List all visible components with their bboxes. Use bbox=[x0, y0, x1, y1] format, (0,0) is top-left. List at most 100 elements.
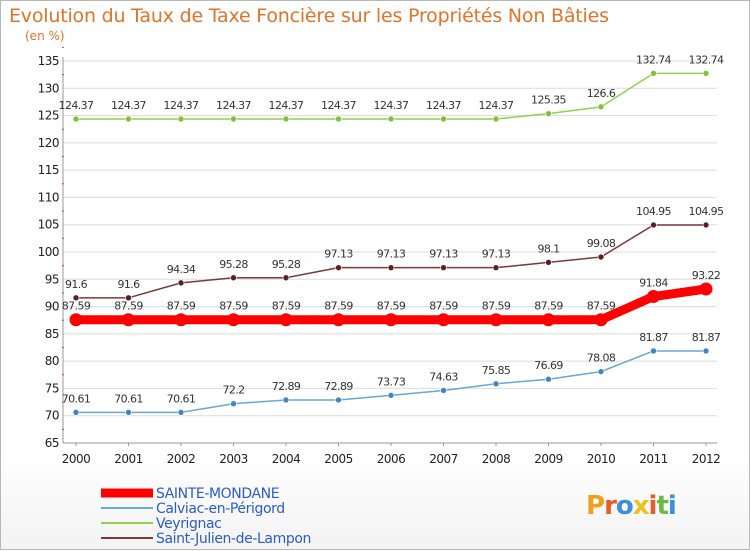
data-point bbox=[647, 290, 660, 304]
data-point bbox=[72, 294, 80, 302]
data-label: 91.6 bbox=[65, 278, 88, 291]
data-label: 132.74 bbox=[636, 53, 671, 66]
data-point bbox=[702, 221, 710, 229]
data-label: 99.08 bbox=[587, 237, 616, 250]
data-point bbox=[279, 313, 293, 327]
legend-label: Veyrignac bbox=[156, 516, 221, 532]
y-tick-label: 95 bbox=[45, 272, 59, 286]
data-point bbox=[492, 264, 500, 271]
proxiti-logo: Proxiti bbox=[586, 491, 677, 521]
data-point bbox=[72, 409, 80, 416]
data-point bbox=[122, 313, 135, 327]
data-point bbox=[597, 253, 605, 261]
data-point bbox=[332, 313, 345, 327]
data-label: 72.89 bbox=[272, 380, 301, 393]
data-point bbox=[650, 221, 657, 229]
data-point bbox=[174, 313, 188, 327]
data-label: 87.59 bbox=[167, 300, 196, 313]
y-tick-label: 65 bbox=[45, 436, 59, 450]
data-point bbox=[440, 387, 447, 394]
data-label: 91.84 bbox=[639, 277, 668, 290]
data-point bbox=[597, 103, 605, 111]
data-point bbox=[125, 294, 132, 302]
data-label: 74.63 bbox=[429, 370, 458, 383]
data-label: 97.13 bbox=[324, 248, 353, 261]
data-point bbox=[440, 115, 447, 123]
data-label: 94.34 bbox=[167, 263, 196, 276]
y-tick-label: 105 bbox=[38, 218, 59, 232]
data-label: 124.37 bbox=[111, 99, 146, 112]
x-tick-label: 2010 bbox=[587, 452, 616, 466]
data-point bbox=[282, 396, 290, 404]
data-label: 81.87 bbox=[692, 331, 721, 344]
data-point bbox=[177, 279, 185, 287]
y-tick-label: 110 bbox=[38, 190, 59, 204]
data-point bbox=[650, 70, 657, 77]
data-label: 87.59 bbox=[324, 300, 353, 313]
data-label: 70.61 bbox=[167, 392, 196, 405]
data-label: 124.37 bbox=[426, 99, 461, 112]
data-label: 87.59 bbox=[534, 300, 563, 313]
data-point bbox=[545, 110, 552, 117]
data-label: 81.87 bbox=[639, 331, 668, 344]
data-label: 75.85 bbox=[482, 364, 511, 377]
data-point bbox=[387, 264, 395, 271]
data-point bbox=[702, 347, 710, 355]
data-point bbox=[227, 313, 240, 327]
data-label: 70.61 bbox=[114, 392, 143, 405]
data-point bbox=[230, 115, 237, 123]
data-point bbox=[335, 264, 342, 271]
data-point bbox=[437, 313, 450, 327]
data-label: 104.95 bbox=[689, 205, 724, 218]
x-tick-label: 2011 bbox=[639, 452, 668, 466]
data-point bbox=[702, 70, 710, 77]
data-point bbox=[125, 115, 132, 123]
data-label: 124.37 bbox=[59, 99, 94, 112]
data-label: 73.73 bbox=[377, 375, 406, 388]
data-point bbox=[72, 115, 80, 123]
data-label: 87.59 bbox=[482, 300, 511, 313]
data-point bbox=[545, 259, 552, 266]
data-point bbox=[69, 313, 83, 327]
y-tick-label: 70 bbox=[45, 409, 59, 423]
data-label: 95.28 bbox=[219, 258, 248, 271]
x-tick-label: 2004 bbox=[272, 452, 301, 466]
data-label: 125.35 bbox=[531, 94, 566, 107]
x-tick-label: 2009 bbox=[534, 452, 563, 466]
y-tick-label: 80 bbox=[45, 354, 59, 368]
data-label: 87.59 bbox=[377, 300, 406, 313]
y-tick-label: 120 bbox=[38, 136, 59, 150]
y-tick-label: 90 bbox=[45, 300, 59, 314]
data-label: 124.37 bbox=[479, 99, 514, 112]
data-point bbox=[282, 115, 290, 123]
data-point bbox=[387, 392, 395, 399]
data-label: 124.37 bbox=[269, 99, 304, 112]
data-label: 70.61 bbox=[62, 392, 91, 405]
data-label: 87.59 bbox=[114, 300, 143, 313]
data-label: 87.59 bbox=[272, 300, 301, 313]
data-label: 76.69 bbox=[534, 359, 563, 372]
data-point bbox=[597, 368, 605, 375]
data-point bbox=[282, 274, 290, 282]
series-line bbox=[75, 224, 707, 299]
data-point bbox=[230, 274, 237, 282]
data-point bbox=[594, 313, 608, 327]
data-label: 87.59 bbox=[587, 300, 616, 313]
data-point bbox=[699, 282, 713, 296]
x-tick-label: 2006 bbox=[377, 452, 406, 466]
data-label: 126.6 bbox=[587, 87, 616, 100]
data-label: 95.28 bbox=[272, 258, 301, 271]
x-tick-label: 2005 bbox=[324, 452, 353, 466]
data-point bbox=[650, 347, 657, 355]
y-tick-label: 75 bbox=[45, 381, 59, 395]
y-tick-label: 85 bbox=[45, 327, 59, 341]
y-tick-label: 130 bbox=[38, 81, 59, 95]
x-tick-label: 2008 bbox=[482, 452, 511, 466]
data-label: 72.89 bbox=[324, 380, 353, 393]
data-point bbox=[492, 380, 500, 388]
x-tick-label: 2002 bbox=[167, 452, 196, 466]
data-label: 93.22 bbox=[692, 269, 721, 282]
data-label: 87.59 bbox=[219, 300, 248, 313]
